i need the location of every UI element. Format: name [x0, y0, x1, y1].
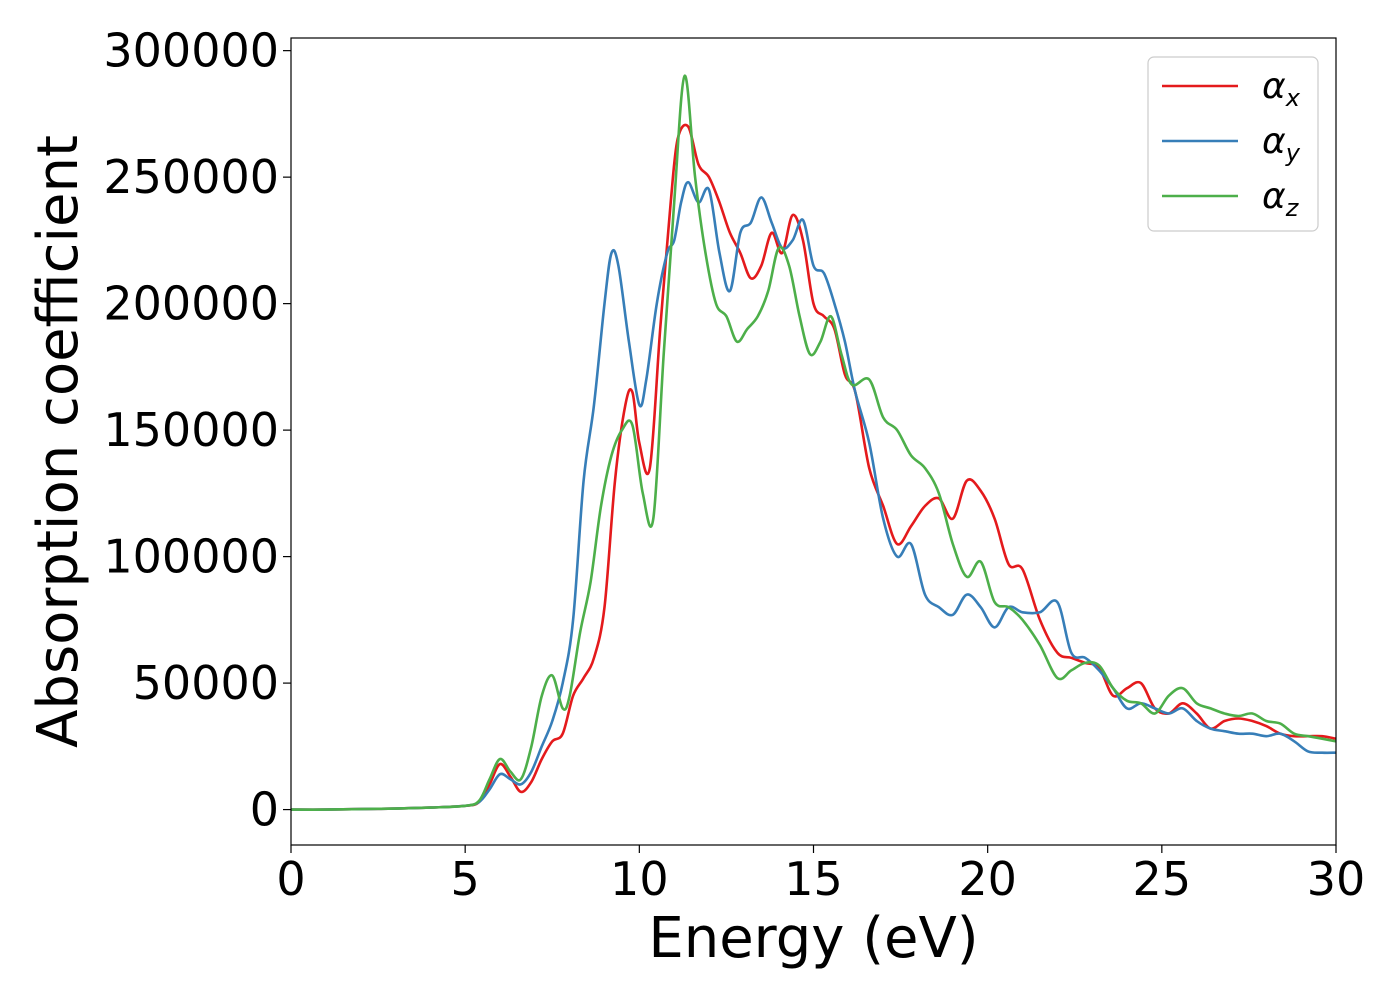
y-tick-label: 100000: [103, 530, 279, 584]
y-tick-label: 0: [250, 783, 279, 837]
legend-label-x: αx: [1262, 66, 1301, 112]
x-tick-label: 30: [1307, 852, 1366, 906]
legend: αx αy αz: [1147, 56, 1319, 232]
ticks-layer: 0 5 10 15 20 25 30 0 50000 100000 150000 200000 2500…: [103, 24, 1365, 906]
x-tick-label: 15: [784, 852, 843, 906]
y-axis-title: Absorption coefficient: [26, 135, 91, 748]
y-tick-label: 150000: [103, 403, 279, 457]
x-tick-label: 0: [276, 852, 305, 906]
series-line-z: [291, 74, 1336, 811]
series-layer: [291, 74, 1336, 811]
x-tick-label: 10: [610, 852, 669, 906]
y-tick-label: 50000: [133, 656, 279, 710]
legend-label-y: αy: [1262, 121, 1301, 167]
x-tick-label: 5: [451, 852, 480, 906]
x-tick-label: 20: [958, 852, 1017, 906]
x-tick-label: 25: [1133, 852, 1192, 906]
y-tick-label: 200000: [103, 277, 279, 331]
x-axis-title: Energy (eV): [648, 906, 978, 971]
legend-label-z: αz: [1262, 176, 1300, 222]
y-tick-label: 250000: [103, 150, 279, 204]
y-tick-label: 300000: [103, 24, 279, 78]
legend-box: [1147, 56, 1319, 232]
series-line-y: [291, 180, 1336, 811]
